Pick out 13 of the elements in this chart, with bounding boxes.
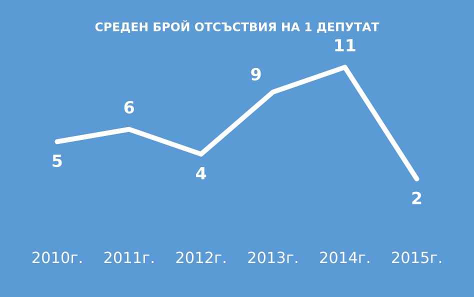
chart-title: СРЕДЕН БРОЙ ОТСЪСТВИЯ НА 1 ДЕПУТАТ xyxy=(95,20,380,33)
x-tick-label: 2014г. xyxy=(320,252,370,264)
x-tick-label: 2012г. xyxy=(176,252,226,264)
x-tick-label: 2015г. xyxy=(392,252,442,264)
data-label: 5 xyxy=(52,154,62,168)
x-tick-label: 2011г. xyxy=(104,252,154,264)
data-label: 11 xyxy=(335,39,356,52)
x-tick-label: 2013г. xyxy=(248,252,298,264)
data-label: 6 xyxy=(124,100,134,114)
x-tick-label: 2010г. xyxy=(32,252,82,264)
data-label: 2 xyxy=(412,192,422,204)
data-label: 9 xyxy=(251,68,261,80)
data-label: 4 xyxy=(196,167,206,180)
